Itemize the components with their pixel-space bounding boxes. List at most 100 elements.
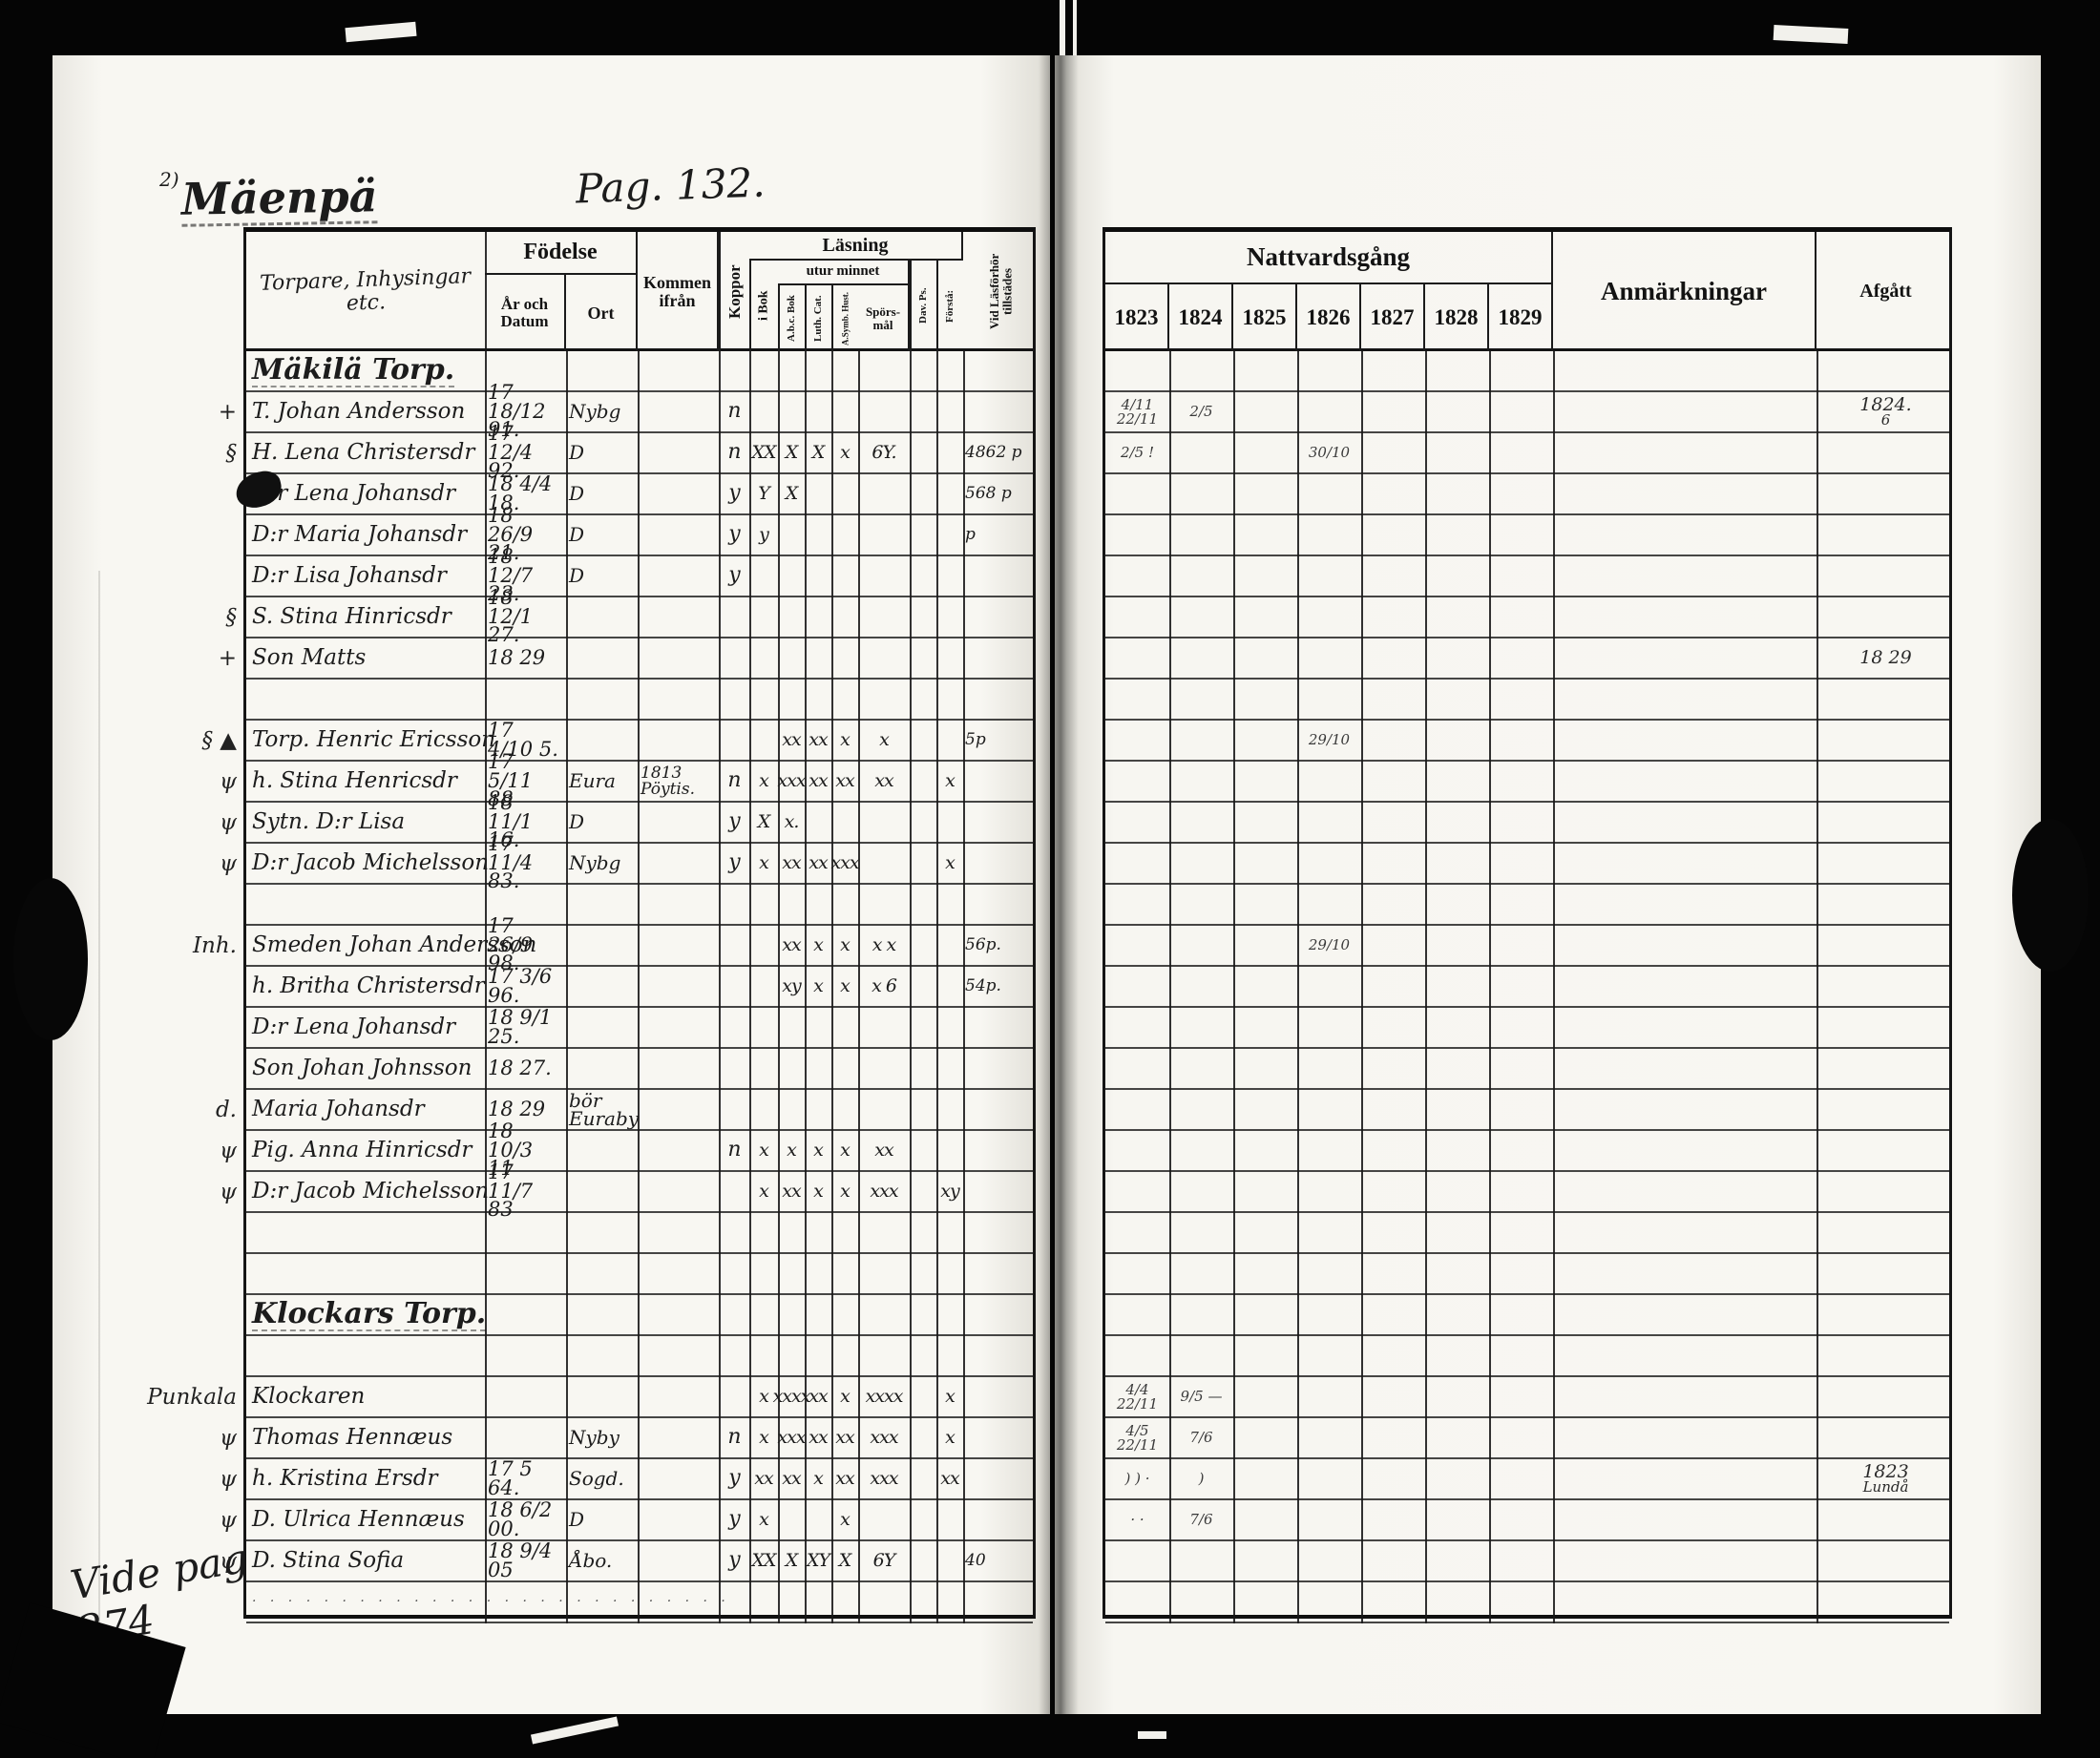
examination-note [965,1254,1037,1293]
communion-1823 [1107,556,1167,596]
examination-note [965,1459,1037,1498]
communion-1828 [1427,803,1487,842]
reading-mark-abc [780,1295,803,1334]
communion-1823 [1107,474,1167,513]
came-from-note [640,1213,717,1252]
reading-mark-catechism [807,351,830,390]
year-columns: 1823 1824 1825 1826 1827 1828 1829 [1105,284,1553,351]
communion-1828 [1427,844,1487,883]
communion-1824: 2/5 [1189,403,1213,421]
column-header-present-at-examination: Vid Läsförhör tillstädes [986,253,1015,330]
communion-1826 [1299,1008,1359,1047]
came-from-note: 1813 Pöytis. [640,764,695,799]
smallpox-mark: y [728,522,741,547]
column-header-birth: Födelse [485,232,638,275]
smallpox-mark: n [727,1138,742,1162]
person-name [252,885,485,924]
reading-mark-catechism [807,1090,830,1129]
left-table: Torpare, Inhysingar etc. Födelse År och … [147,227,1037,1623]
reading-mark-abc [780,885,803,924]
birth-date: 18 4/4 18. [488,471,553,514]
reading-mark-understands: xx [940,1468,959,1490]
table-row [1105,1213,1949,1254]
departed-note [1820,1500,1951,1539]
table-row: 29/10 [1105,926,1949,967]
table-row: Inh. Smeden Johan Andersson 17 26/9 98. … [193,915,1033,973]
communion-1829 [1491,1254,1551,1293]
person-name: D:r Lisa Johansdr [252,562,447,588]
reading-mark-in-book: x [759,1509,769,1531]
reading-mark-symbolum [833,1008,856,1047]
came-from-note [640,1418,717,1457]
communion-1823 [1107,803,1167,842]
communion-1823 [1107,597,1167,637]
communion-1826 [1299,515,1359,555]
margin-mark: Inh. [192,932,237,958]
reading-mark-questions [860,1008,908,1047]
margin-mark: Punkala [147,1384,237,1410]
table-row: · · 7/6 [1105,1500,1949,1541]
came-from-note [640,1049,717,1088]
reading-mark-symbolum [833,515,856,555]
person-name: Klockaren [252,1383,366,1409]
reading-mark-in-book: XX [751,1550,776,1572]
came-from-note [640,885,717,924]
reading-mark-understands [938,1213,961,1252]
reading-mark-understands [938,680,961,719]
birth-place [569,351,636,390]
reading-mark-symbolum [833,1090,856,1129]
communion-1828 [1427,1418,1487,1457]
communion-1827 [1363,1418,1423,1457]
communion-1829 [1491,1295,1551,1334]
table-row [1105,515,1949,556]
communion-1829 [1491,680,1551,719]
table-row [1105,680,1949,721]
communion-1825 [1235,926,1295,965]
communion-1823 [1107,351,1167,390]
smallpox-mark [722,967,747,1006]
communion-1828 [1427,967,1487,1006]
margin-mark: ψ [219,1138,237,1163]
reading-mark-in-book: x [759,1140,769,1162]
smallpox-mark [722,1172,747,1211]
reading-mark-catechism: xx [808,1386,828,1408]
smallpox-mark: y [728,1466,741,1491]
communion-1823 [1107,1254,1167,1293]
birth-date [488,1377,564,1416]
reading-mark-in-book: xx [754,1468,773,1490]
communion-1829 [1491,1582,1551,1622]
reading-mark-symbolum: x [840,1140,850,1162]
came-from-note [640,638,717,678]
table-row: Son Johan Johnsson 18 27. [246,1049,1033,1090]
remarks-note [1557,1254,1813,1293]
year-column-header: 1824 [1169,284,1233,351]
communion-1823: 4/4 22/11 [1116,1381,1159,1413]
reading-mark-psalms [912,1090,934,1129]
reading-mark-understands [938,803,961,842]
communion-1824: 9/5 — [1180,1388,1223,1406]
communion-1823 [1107,1582,1167,1622]
person-name: h. Stina Henricsdr [252,767,457,793]
examination-note [965,1049,1037,1088]
examination-note [965,762,1037,801]
communion-1828 [1427,1377,1487,1416]
margin-mark: ψ [219,1466,237,1492]
reading-mark-questions [860,515,908,555]
birth-place: Nybg [569,851,621,874]
reading-mark-catechism [807,803,830,842]
birth-date: 17 12/4 92. [488,421,534,483]
communion-1825 [1235,556,1295,596]
reading-mark-understands [938,1295,961,1334]
person-name: D. Ulrica Hennæus [252,1506,465,1532]
communion-1829 [1491,1049,1551,1088]
departed-note [1820,1418,1951,1457]
reading-mark-abc [780,351,803,390]
examination-note [965,844,1037,883]
remarks-note [1557,844,1813,883]
reading-mark-in-book [751,1049,776,1088]
communion-1827 [1363,1008,1423,1047]
came-from-note [640,1172,717,1211]
right-table: Nattvardsgång 1823 1824 1825 1826 1827 1828 18… [1102,227,1952,1623]
margin-mark: + [218,645,237,671]
communion-1827 [1363,1213,1423,1252]
